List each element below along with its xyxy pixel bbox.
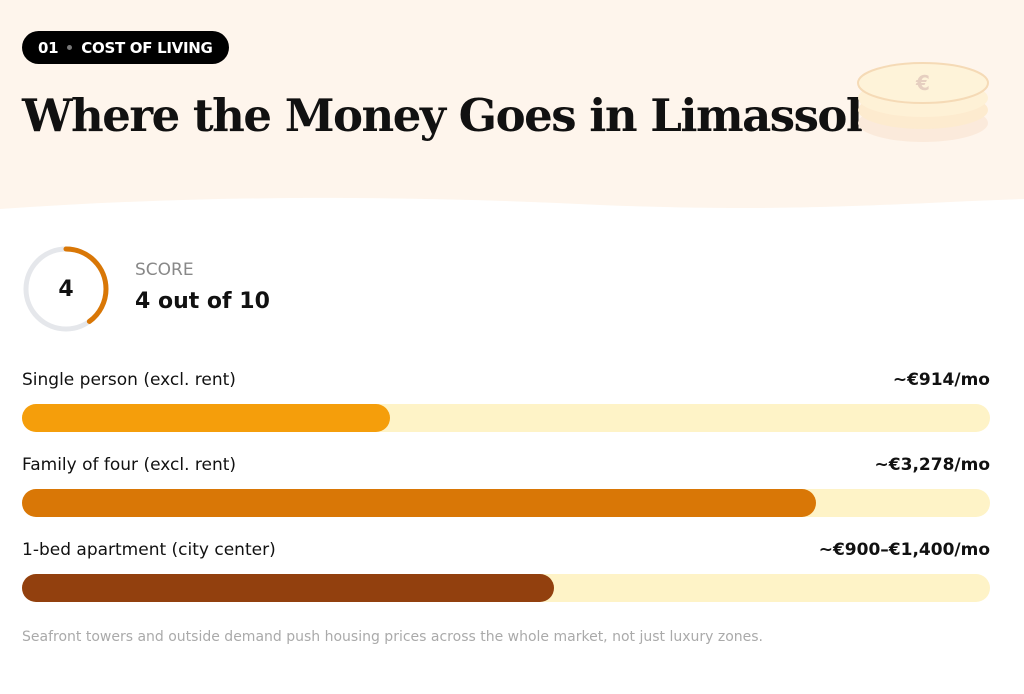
cost-bar-track [22, 574, 990, 602]
euro-symbol: € [915, 71, 930, 95]
cost-bar-fill [22, 404, 390, 432]
cost-row: Family of four (excl. rent) ~€3,278/mo [22, 455, 990, 517]
cost-value: ~€914/mo [892, 370, 990, 390]
cost-label: Family of four (excl. rent) [22, 455, 237, 475]
cost-bar-track [22, 404, 990, 432]
cost-row: Single person (excl. rent) ~€914/mo [22, 370, 990, 432]
cost-value: ~€900–€1,400/mo [818, 540, 990, 560]
section-badge: 01 COST OF LIVING [22, 31, 229, 64]
footnote: Seafront towers and outside demand push … [22, 629, 764, 645]
page-title: Where the Money Goes in Limassol [22, 89, 863, 142]
cost-bar-fill [22, 574, 555, 602]
separator-dot [67, 45, 73, 50]
cost-label: Single person (excl. rent) [22, 370, 236, 390]
section-number: 01 [38, 38, 59, 57]
cost-row: 1-bed apartment (city center) ~€900–€1,40… [22, 540, 990, 602]
score-number: 4 [58, 276, 74, 302]
score-label: SCORE [135, 260, 194, 280]
score-arc [23, 246, 109, 332]
score-text: 4 out of 10 [135, 289, 270, 314]
cost-label: 1-bed apartment (city center) [22, 540, 276, 560]
cost-value: ~€3,278/mo [874, 455, 990, 475]
coin-stack-icon: € [857, 62, 989, 142]
cost-bar-track [22, 489, 990, 517]
wave-divider [0, 197, 1024, 225]
score-ring [23, 246, 109, 332]
section-label: COST OF LIVING [81, 38, 213, 57]
cost-bar-fill [22, 489, 816, 517]
